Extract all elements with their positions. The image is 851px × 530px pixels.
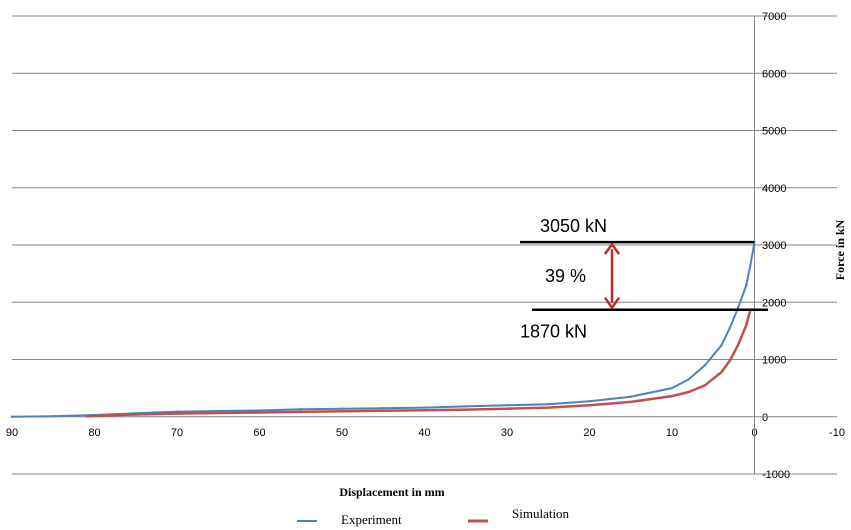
data-point <box>547 402 550 406</box>
data-point <box>728 359 731 362</box>
legend-label-simulation: Simulation <box>512 506 570 521</box>
x-tick-label: 70 <box>171 427 183 439</box>
data-point <box>217 411 220 415</box>
data-point <box>85 414 88 418</box>
data-point <box>258 411 261 414</box>
data-point <box>703 364 707 367</box>
data-point <box>299 408 302 411</box>
data-point <box>687 378 690 381</box>
data-point <box>382 409 385 412</box>
y-tick-label: 3000 <box>762 240 786 252</box>
data-point <box>340 410 344 413</box>
upper-force-label: 3050 kN <box>540 216 607 236</box>
arrow-head-top <box>603 241 621 255</box>
data-point <box>588 404 591 407</box>
data-point <box>10 415 14 418</box>
data-point <box>547 406 550 409</box>
x-tick-label: 50 <box>336 427 348 439</box>
legend-label-experiment: Experiment <box>341 512 402 527</box>
data-point <box>745 323 748 327</box>
x-tick-label: 80 <box>88 427 100 439</box>
y-tick-label: -1000 <box>762 469 790 481</box>
data-point <box>175 412 179 415</box>
series-group <box>10 240 756 418</box>
data-point <box>464 408 467 411</box>
arrow-head-bottom <box>603 296 621 310</box>
y-tick-label: 0 <box>762 412 768 424</box>
data-point <box>703 384 707 387</box>
data-point <box>749 263 752 267</box>
data-point <box>340 407 344 410</box>
x-tick-label: -10 <box>829 427 845 439</box>
y-axis-title: Force in kN <box>833 219 847 280</box>
grid-lines <box>12 15 837 475</box>
data-point <box>505 407 509 410</box>
y-tick-label: 2000 <box>762 297 786 309</box>
x-tick-label: 40 <box>418 427 430 439</box>
data-point <box>720 343 723 347</box>
series-line-simulation <box>86 309 752 418</box>
x-tick-label: 10 <box>666 427 678 439</box>
data-point <box>629 400 632 404</box>
x-tick-labels: 9080706050403020100-10 <box>6 427 845 439</box>
x-axis-title: Displacement in mm <box>339 485 444 499</box>
data-point <box>670 394 674 398</box>
data-point <box>423 406 426 409</box>
data-point <box>134 413 137 416</box>
data-point <box>464 405 467 408</box>
x-tick-label: 20 <box>583 427 595 439</box>
x-tick-label: 30 <box>501 427 513 439</box>
y-tick-label: 4000 <box>762 183 786 195</box>
data-point <box>687 390 690 394</box>
lower-force-label: 1870 kN <box>520 322 587 342</box>
data-point <box>217 409 220 413</box>
data-point <box>745 283 748 287</box>
y-tick-label: 6000 <box>762 68 786 80</box>
data-point <box>258 409 261 412</box>
annotations: 3050 kN 39 % 1870 kN <box>520 216 768 342</box>
y-tick-label: 1000 <box>762 355 786 367</box>
data-point <box>505 404 509 407</box>
data-point <box>299 410 302 414</box>
data-point <box>588 400 591 403</box>
y-tick-labels: -1000 0 1000 2000 3000 4000 5000 6000 7000 <box>762 11 790 481</box>
data-point <box>175 410 179 413</box>
data-point <box>728 326 731 330</box>
series-line-experiment <box>11 241 756 418</box>
data-point <box>720 370 723 374</box>
y-tick-label: 5000 <box>762 126 786 138</box>
y-tick-label: 7000 <box>762 11 786 23</box>
data-point <box>670 386 674 390</box>
x-tick-label: 60 <box>253 427 265 439</box>
data-point <box>423 408 426 412</box>
data-point <box>629 395 632 398</box>
data-point <box>52 414 55 418</box>
data-point <box>736 343 740 347</box>
difference-label: 39 % <box>545 266 586 286</box>
data-point <box>382 406 385 410</box>
legend: Experiment Simulation <box>297 506 570 527</box>
x-tick-label: 90 <box>6 427 18 439</box>
